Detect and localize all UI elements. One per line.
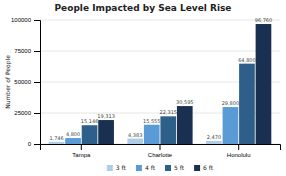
bar <box>177 106 193 144</box>
data-label: 2,470 <box>207 134 221 140</box>
y-tick-mark <box>34 20 40 21</box>
bar <box>223 107 239 144</box>
data-label: 1,746 <box>49 135 63 141</box>
legend-item: 6 ft <box>194 164 214 171</box>
bar <box>256 24 272 144</box>
y-axis-line <box>34 21 41 145</box>
legend-item: 5 ft <box>165 164 185 171</box>
legend-swatch <box>136 165 142 171</box>
bar <box>206 141 222 144</box>
data-label: 19,313 <box>97 113 115 119</box>
bar <box>127 139 143 144</box>
x-axis: Tampa Charlotte Honolulu <box>41 144 281 158</box>
x-tick: Tampa <box>72 144 91 158</box>
x-tick-mark <box>238 144 239 150</box>
legend-item: 4 ft <box>136 164 156 171</box>
bar <box>239 64 255 144</box>
data-label: 4,800 <box>66 131 80 137</box>
y-tick-mark <box>34 82 40 83</box>
bar <box>65 138 81 144</box>
data-label: 4,383 <box>128 132 142 138</box>
x-tick: Charlotte <box>148 144 173 158</box>
y-tick: 25000 <box>14 110 40 116</box>
bars <box>49 24 272 144</box>
chart: People Impacted by Sea Level Rise 0 25000 5… <box>0 0 286 176</box>
x-tick-label: Tampa <box>72 152 91 158</box>
y-tick-label: 100000 <box>11 17 32 23</box>
y-tick-mark <box>34 51 40 52</box>
x-tick: Honolulu <box>227 144 251 158</box>
y-axis: 0 25000 50000 75000 100000 <box>11 17 41 147</box>
x-tick-mark <box>160 144 161 150</box>
x-tick-label: Charlotte <box>148 152 173 158</box>
y-tick: 75000 <box>14 48 40 54</box>
y-tick-mark <box>34 113 40 114</box>
data-label: 29,800 <box>222 100 240 106</box>
legend-label: 5 ft <box>174 164 185 171</box>
y-tick: 100000 <box>11 17 40 23</box>
grid-line <box>40 51 280 52</box>
y-tick: 0 <box>28 141 40 147</box>
legend: 3 ft 4 ft 5 ft 6 ft <box>107 164 214 171</box>
bar <box>98 120 114 144</box>
legend-swatch <box>107 165 113 171</box>
data-labels: 1,746 4,383 2,470 4,800 15,555 29,800 15,146 22… <box>49 17 272 141</box>
bar <box>82 125 98 144</box>
legend-item: 3 ft <box>107 164 127 171</box>
plot: 0 25000 50000 75000 100000 Tampa Charlotte Hono… <box>11 17 281 158</box>
y-tick-label: 50000 <box>14 79 31 85</box>
data-label: 22,315 <box>160 109 178 115</box>
legend-label: 4 ft <box>145 164 156 171</box>
y-tick-label: 75000 <box>14 48 31 54</box>
legend-swatch <box>194 165 200 171</box>
title: People Impacted by Sea Level Rise <box>55 3 232 13</box>
x-tick-mark <box>81 144 82 150</box>
legend-swatch <box>165 165 171 171</box>
y-axis-title: Number of People <box>4 55 12 109</box>
y-tick: 50000 <box>14 79 40 85</box>
x-axis-line <box>41 145 281 151</box>
data-label: 30,595 <box>176 99 194 105</box>
legend-label: 6 ft <box>203 164 214 171</box>
y-tick-label: 0 <box>28 141 32 147</box>
data-label: 15,146 <box>81 118 99 124</box>
data-label: 64,800 <box>238 57 256 63</box>
legend-label: 3 ft <box>116 164 127 171</box>
data-label: 96,760 <box>255 17 272 23</box>
bar <box>49 142 65 144</box>
x-tick-label: Honolulu <box>227 152 251 158</box>
grid-line <box>40 20 280 21</box>
y-tick-mark <box>34 144 40 145</box>
y-tick-label: 25000 <box>14 110 31 116</box>
bar <box>160 116 176 144</box>
grid <box>40 20 280 144</box>
data-label: 15,555 <box>143 118 161 124</box>
bar <box>144 125 160 144</box>
